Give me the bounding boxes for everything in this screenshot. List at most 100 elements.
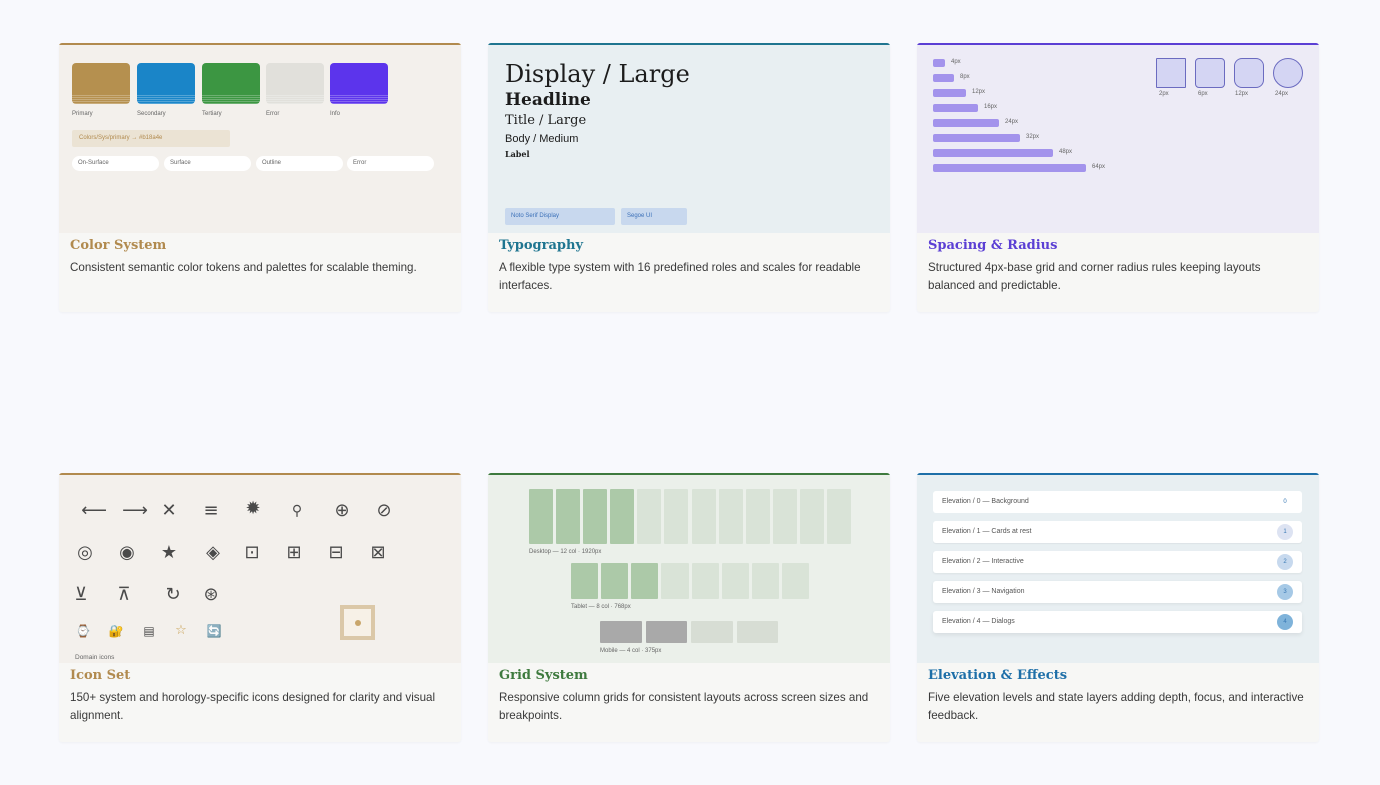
- spacing-bar: [933, 149, 1053, 157]
- swatch-label: Secondary: [137, 111, 166, 117]
- grid-column: [583, 489, 608, 544]
- grid-column: [772, 489, 797, 544]
- grid-column: [799, 489, 824, 544]
- type-display-large: Display / Large: [505, 60, 690, 88]
- grid-column: [745, 489, 770, 544]
- spacing-bar: [933, 164, 1086, 172]
- desktop-label: Desktop — 12 col · 1920px: [529, 549, 602, 555]
- tablet-label: Tablet — 8 col · 768px: [571, 604, 631, 610]
- swatch-error[interactable]: [266, 63, 324, 104]
- elevation-card[interactable]: Elevation / 0 — Background 0 Elevation /…: [917, 473, 1319, 742]
- grid-column: [691, 621, 733, 643]
- grid-column: [610, 489, 635, 544]
- grid-column: [661, 563, 689, 599]
- desktop-grid: [529, 489, 851, 544]
- grid-column: [691, 489, 716, 544]
- elevation-level-badge: 4: [1277, 614, 1293, 630]
- pill-outline[interactable]: Outline: [256, 156, 343, 171]
- card-title: Icon Set: [70, 668, 131, 683]
- card-title: Color System: [70, 238, 167, 253]
- menu-icon: ≡: [203, 500, 219, 521]
- type-body-medium: Body / Medium: [505, 133, 579, 145]
- radius-sample: [1195, 58, 1225, 88]
- elevation-row[interactable]: Elevation / 1 — Cards at rest 1: [933, 521, 1302, 543]
- radius-sample: [1156, 58, 1186, 88]
- asterisk-icon: ⊛: [203, 584, 219, 605]
- diamond-icon: ◈: [206, 542, 220, 563]
- elevation-row[interactable]: Elevation / 3 — Navigation 3: [933, 581, 1302, 603]
- grid-column: [826, 489, 851, 544]
- elevation-level-badge: 2: [1277, 554, 1293, 570]
- swatch-secondary[interactable]: [137, 63, 195, 104]
- star-outline-icon: ☆: [175, 623, 187, 638]
- domain-icon-preview: [340, 605, 375, 640]
- pill-on-surface[interactable]: On-Surface: [72, 156, 159, 171]
- radius-sample: [1234, 58, 1264, 88]
- grid-system-preview: Desktop — 12 col · 1920px Tablet — 8 col…: [488, 473, 890, 663]
- gear-icon: ✹: [245, 498, 261, 519]
- elevation-row[interactable]: Elevation / 2 — Interactive 2: [933, 551, 1302, 573]
- spacing-bar: [933, 89, 966, 97]
- grid-column: [691, 563, 719, 599]
- crosshair-icon: ⊕: [334, 500, 350, 521]
- spacing-bar: [933, 119, 999, 127]
- domain-icons-label: Domain icons: [75, 654, 115, 661]
- token-chip: Colors/Sys/primary → #b18a4e: [72, 130, 230, 147]
- block-icon: ⊘: [376, 500, 392, 521]
- radio-on-icon: ◎: [77, 542, 93, 563]
- grid-system-card[interactable]: Desktop — 12 col · 1920px Tablet — 8 col…: [488, 473, 890, 742]
- search-icon: ⚲: [291, 503, 303, 519]
- x-box-icon: ⊠: [370, 542, 386, 563]
- token-text: Colors/Sys/primary → #b18a4e: [79, 135, 163, 141]
- grid-column: [637, 489, 662, 544]
- grid-column: [631, 563, 659, 599]
- grid-column: [601, 563, 629, 599]
- card-title: Spacing & Radius: [928, 238, 1058, 253]
- font-chip: Noto Serif Display: [505, 208, 615, 225]
- calendar-icon: ▤: [143, 624, 155, 638]
- card-title: Elevation & Effects: [928, 668, 1068, 683]
- grid-column: [664, 489, 689, 544]
- arrow-left-icon: ⟵: [81, 500, 107, 521]
- grid-icon: ⊞: [286, 542, 302, 563]
- spacing-bar: [933, 104, 978, 112]
- lock-icon: 🔐: [108, 624, 124, 638]
- pill-error[interactable]: Error: [347, 156, 434, 171]
- grid-column: [645, 621, 687, 643]
- typography-card[interactable]: Display / Large Headline Title / Large B…: [488, 43, 890, 312]
- card-description: Structured 4px-base grid and corner radi…: [928, 261, 1261, 292]
- icon-set-card[interactable]: ⟵ ⟶ ✕ ≡ ✹ ⚲ ⊕ ⊘ ◎ ◉ ★ ◈ ⊡ ⊞ ⊟ ⊠ ⊻ ⊼ ↻ ⊛ …: [59, 473, 461, 742]
- card-description: 150+ system and horology-specific icons …: [70, 691, 436, 722]
- spacing-bar: [933, 74, 954, 82]
- font-chip: Segoe UI: [621, 208, 687, 225]
- swatch-label: Info: [330, 111, 341, 117]
- type-label: Label: [505, 149, 530, 159]
- spacing-preview: 4px 8px 12px 16px 24px 32px 48px 64px 2p…: [917, 43, 1319, 233]
- typography-preview: Display / Large Headline Title / Large B…: [488, 43, 890, 233]
- mobile-label: Mobile — 4 col · 375px: [600, 648, 662, 654]
- close-icon: ✕: [161, 500, 177, 521]
- elevation-level-badge: 0: [1283, 499, 1287, 505]
- color-system-card[interactable]: Primary Secondary Tertiary Error Info Co…: [59, 43, 461, 312]
- pill-surface[interactable]: Surface: [164, 156, 251, 171]
- grid-column: [721, 563, 749, 599]
- arrow-right-icon: ⟶: [122, 500, 148, 521]
- swatch-primary[interactable]: [72, 63, 130, 104]
- swatch-tertiary[interactable]: [202, 63, 260, 104]
- spacing-bar: [933, 134, 1020, 142]
- elevation-preview: Elevation / 0 — Background 0 Elevation /…: [917, 473, 1319, 663]
- grid-column: [529, 489, 554, 544]
- elevation-level-badge: 1: [1277, 524, 1293, 540]
- elevation-level-badge: 3: [1277, 584, 1293, 600]
- elevation-row[interactable]: Elevation / 0 — Background 0: [933, 491, 1302, 513]
- grid-column: [571, 563, 599, 599]
- card-title: Typography: [499, 238, 584, 253]
- swatch-info[interactable]: [330, 63, 388, 104]
- swatch-label: Error: [266, 111, 280, 117]
- card-description: Consistent semantic color tokens and pal…: [70, 261, 417, 274]
- star-icon: ★: [160, 542, 178, 563]
- elevation-row[interactable]: Elevation / 4 — Dialogs 4: [933, 611, 1302, 633]
- color-system-preview: Primary Secondary Tertiary Error Info Co…: [59, 43, 461, 233]
- spacing-card[interactable]: 4px 8px 12px 16px 24px 32px 48px 64px 2p…: [917, 43, 1319, 312]
- grid-column: [600, 621, 642, 643]
